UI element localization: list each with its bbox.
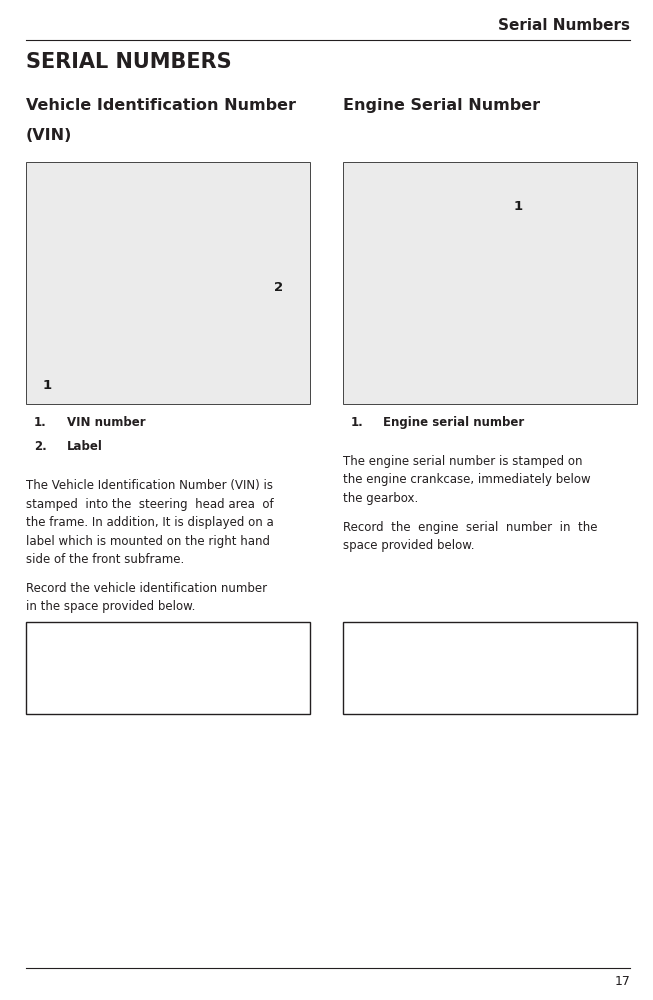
Text: Serial Numbers: Serial Numbers [498,18,630,33]
Text: Label: Label [67,440,103,453]
Text: 1.: 1. [351,416,364,429]
Text: 1.: 1. [34,416,47,429]
Text: SERIAL NUMBERS: SERIAL NUMBERS [26,52,232,72]
Bar [26,622,310,714]
Text: VIN number: VIN number [67,416,145,429]
Text: The Vehicle Identification Number (VIN) is: The Vehicle Identification Number (VIN) … [26,479,273,492]
Text: Record  the  engine  serial  number  in  the: Record the engine serial number in the [343,521,597,534]
Text: (VIN): (VIN) [26,128,72,143]
Bar [343,162,637,404]
Text: 1: 1 [513,200,522,213]
Text: stamped  into the  steering  head area  of: stamped into the steering head area of [26,498,274,511]
Text: label which is mounted on the right hand: label which is mounted on the right hand [26,534,270,548]
Text: 1: 1 [42,379,52,392]
Text: side of the front subframe.: side of the front subframe. [26,553,184,566]
Text: 17: 17 [614,975,630,988]
Text: the engine crankcase, immediately below: the engine crankcase, immediately below [343,474,590,487]
Text: 2: 2 [274,281,283,294]
Text: Vehicle Identification Number: Vehicle Identification Number [26,98,296,113]
Text: the gearbox.: the gearbox. [343,492,418,505]
Bar [26,162,310,404]
Text: Engine serial number: Engine serial number [383,416,524,429]
Text: 2.: 2. [34,440,47,453]
Bar [343,622,637,714]
Text: Engine Serial Number: Engine Serial Number [343,98,540,113]
Text: the frame. In addition, It is displayed on a: the frame. In addition, It is displayed … [26,516,274,529]
Text: Record the vehicle identification number: Record the vehicle identification number [26,582,267,594]
Text: The engine serial number is stamped on: The engine serial number is stamped on [343,455,582,468]
Text: space provided below.: space provided below. [343,539,474,552]
Text: in the space provided below.: in the space provided below. [26,600,195,613]
